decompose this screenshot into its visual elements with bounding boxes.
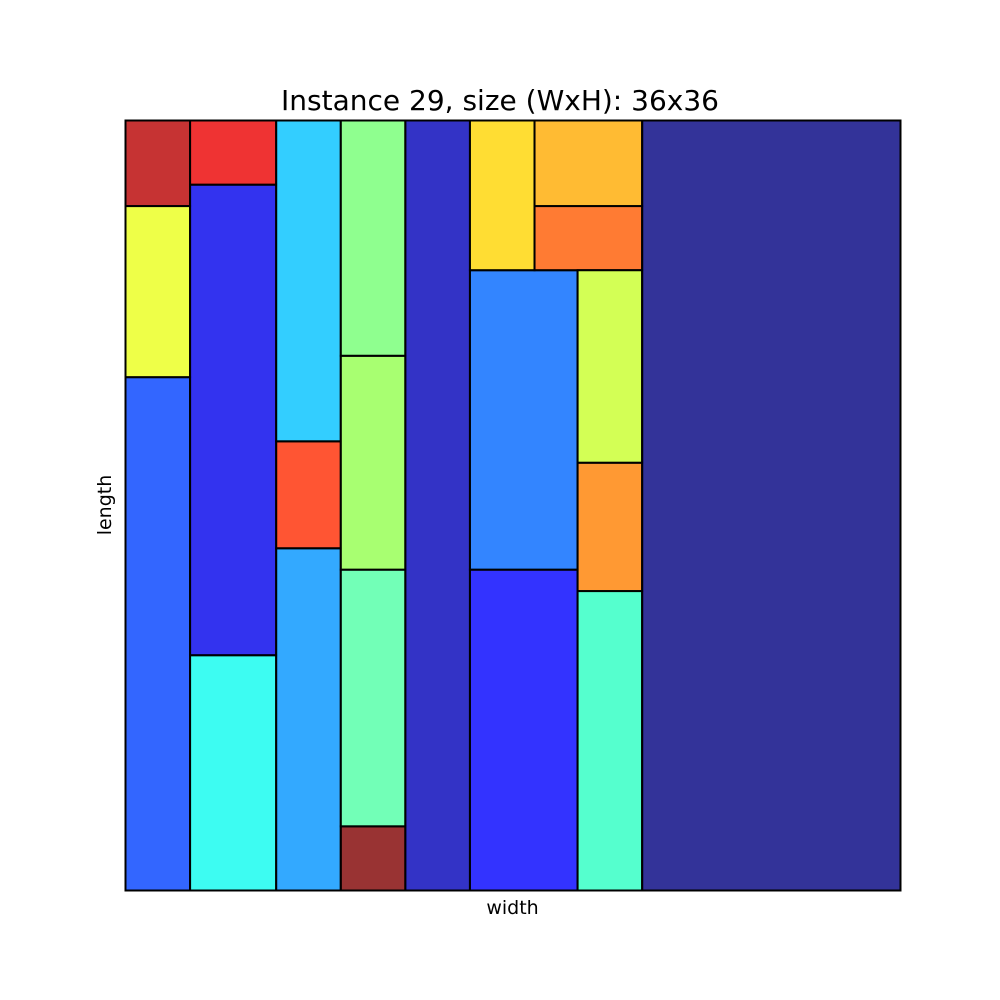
packed-rectangle-22: [576, 269, 644, 464]
packed-rectangle-4: [189, 654, 278, 892]
packed-rectangle-7: [275, 547, 342, 892]
packed-rectangle-3: [124, 119, 192, 208]
packed-rectangle-2: [124, 205, 192, 379]
packed-rectangle-11: [339, 568, 407, 828]
packed-rectangle-10: [339, 825, 407, 892]
packed-rectangle-17: [468, 119, 536, 272]
packed-rectangle-16: [468, 269, 579, 571]
packed-rectangle-6: [189, 119, 278, 186]
packed-rectangle-19: [533, 119, 644, 208]
chart-title: Instance 29, size (WxH): 36x36: [281, 84, 719, 117]
packed-rectangle-18: [533, 205, 644, 272]
packed-rectangle-14: [404, 119, 471, 892]
packed-rectangle-15: [468, 568, 579, 892]
packed-rectangle-13: [339, 119, 407, 357]
x-axis-label: width: [486, 897, 539, 919]
packed-rectangle-23: [641, 119, 902, 892]
packed-rectangle-5: [189, 183, 278, 657]
packed-rectangle-8: [275, 440, 342, 550]
packed-rectangle-12: [339, 354, 407, 571]
y-axis-label: length: [94, 474, 116, 536]
packed-rectangle-1: [124, 376, 192, 892]
packed-rectangle-21: [576, 461, 644, 593]
rectangles-layer: [124, 119, 902, 892]
packed-rectangle-9: [275, 119, 342, 443]
packed-rectangle-20: [576, 590, 644, 892]
plot-frame: [124, 119, 902, 892]
